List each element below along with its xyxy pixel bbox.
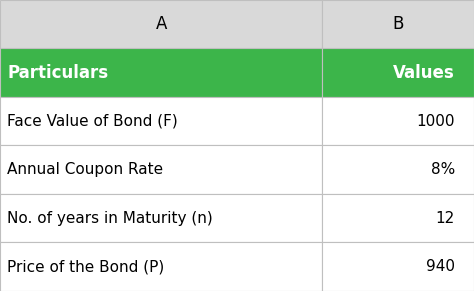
Bar (322, 97, 474, 146)
Text: 1000: 1000 (417, 114, 455, 129)
Bar (0, 97, 322, 146)
Text: 940: 940 (426, 259, 455, 274)
Text: B: B (392, 15, 404, 33)
Bar (0, 146, 322, 194)
Text: 8%: 8% (431, 162, 455, 177)
Bar (322, 0, 474, 49)
Text: No. of years in Maturity (n): No. of years in Maturity (n) (7, 211, 213, 226)
Bar (0, 242, 322, 291)
Bar (322, 146, 474, 194)
Text: Price of the Bond (P): Price of the Bond (P) (7, 259, 164, 274)
Bar (0, 194, 322, 242)
Text: Particulars: Particulars (7, 64, 108, 82)
Bar (0, 0, 322, 49)
Text: 12: 12 (436, 211, 455, 226)
Text: Face Value of Bond (F): Face Value of Bond (F) (7, 114, 178, 129)
Bar (322, 49, 474, 97)
Bar (0, 49, 322, 97)
Bar (322, 242, 474, 291)
Text: Values: Values (393, 64, 455, 82)
Bar (322, 194, 474, 242)
Text: Annual Coupon Rate: Annual Coupon Rate (7, 162, 163, 177)
Text: A: A (155, 15, 167, 33)
